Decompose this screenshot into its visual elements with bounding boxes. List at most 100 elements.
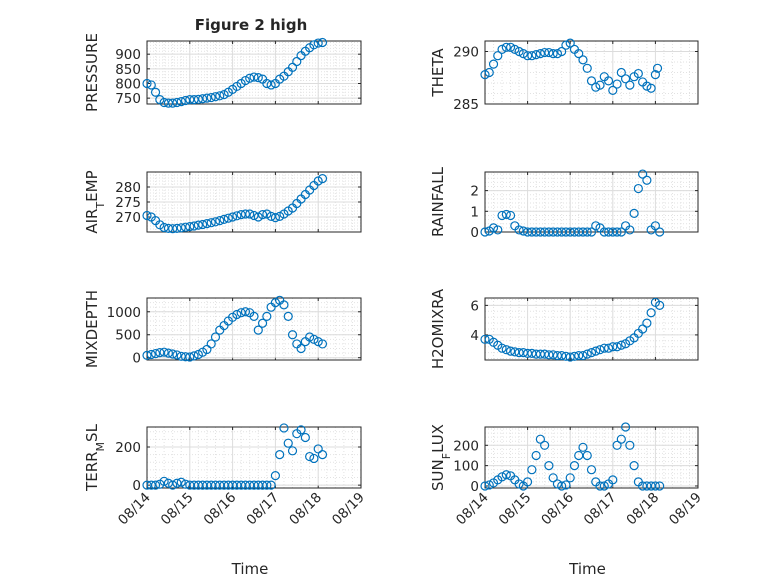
data-point bbox=[493, 51, 503, 61]
data-point bbox=[249, 72, 259, 82]
data-point bbox=[616, 340, 626, 350]
data-point bbox=[620, 422, 631, 432]
data-point bbox=[185, 222, 195, 232]
axes-box bbox=[146, 40, 362, 105]
data-point bbox=[223, 213, 233, 223]
data-point bbox=[193, 94, 203, 104]
data-point bbox=[232, 211, 242, 221]
data-point bbox=[266, 480, 276, 490]
axes-box bbox=[146, 171, 362, 233]
data-point bbox=[574, 350, 584, 361]
data-point bbox=[582, 227, 592, 237]
data-point bbox=[501, 470, 511, 480]
data-point bbox=[484, 67, 494, 78]
data-point bbox=[531, 50, 541, 60]
y-tick-label: 6 bbox=[470, 298, 479, 314]
data-point bbox=[168, 98, 178, 108]
data-point bbox=[655, 227, 665, 237]
x-axis-label: Time bbox=[568, 560, 606, 578]
data-point bbox=[287, 330, 298, 340]
data-point bbox=[505, 346, 516, 356]
data-point bbox=[586, 227, 597, 237]
data-point bbox=[642, 81, 652, 91]
data-point bbox=[172, 478, 182, 488]
data-point bbox=[313, 337, 323, 347]
data-point bbox=[578, 442, 588, 452]
data-point bbox=[655, 300, 665, 310]
data-point bbox=[514, 225, 524, 235]
data-point bbox=[633, 68, 643, 79]
y-tick-label: 4 bbox=[470, 328, 479, 344]
data-point bbox=[142, 78, 152, 89]
data-point bbox=[505, 42, 516, 52]
data-point bbox=[518, 226, 528, 236]
data-point bbox=[480, 481, 490, 491]
data-point bbox=[595, 481, 605, 491]
data-point bbox=[219, 214, 229, 224]
data-point bbox=[309, 40, 319, 50]
data-point bbox=[180, 95, 191, 106]
data-point bbox=[193, 349, 203, 360]
data-point bbox=[146, 480, 156, 490]
data-point bbox=[480, 334, 490, 344]
y-tick-label: 290 bbox=[453, 45, 479, 61]
data-point bbox=[497, 343, 507, 353]
data-point bbox=[642, 318, 652, 328]
y-tick-label: 280 bbox=[115, 180, 141, 196]
data-point bbox=[180, 352, 191, 362]
data-point bbox=[146, 80, 156, 90]
data-point bbox=[257, 318, 268, 328]
data-point bbox=[586, 76, 597, 86]
data-point bbox=[296, 343, 306, 354]
data-point bbox=[655, 481, 665, 491]
data-point bbox=[142, 210, 152, 221]
data-point bbox=[527, 51, 537, 61]
data-point bbox=[240, 307, 251, 317]
data-point bbox=[176, 351, 186, 361]
data-point bbox=[595, 80, 605, 90]
data-point bbox=[176, 97, 186, 107]
data-point bbox=[638, 169, 648, 179]
data-point bbox=[565, 473, 575, 483]
axes-box bbox=[484, 297, 699, 361]
data-point bbox=[168, 480, 178, 490]
data-point bbox=[296, 425, 306, 435]
data-point bbox=[612, 342, 622, 352]
data-point bbox=[232, 309, 242, 320]
data-point bbox=[612, 227, 622, 237]
data-point bbox=[270, 471, 280, 481]
data-point bbox=[501, 42, 511, 52]
data-point bbox=[616, 67, 626, 78]
data-point bbox=[480, 227, 490, 237]
data-point bbox=[168, 224, 178, 234]
data-point bbox=[283, 438, 293, 448]
data-point bbox=[253, 73, 263, 83]
data-point bbox=[501, 209, 511, 220]
y-tick-label: 270 bbox=[115, 210, 141, 226]
data-point bbox=[652, 63, 663, 73]
data-point bbox=[198, 94, 208, 104]
data-point bbox=[501, 345, 511, 355]
subplot-h2omixra: 4 6 H2OMIXRA bbox=[429, 288, 699, 369]
data-point bbox=[591, 82, 601, 92]
data-point bbox=[638, 324, 648, 334]
data-point bbox=[287, 62, 298, 72]
data-point bbox=[275, 450, 285, 460]
y-tick-label: 850 bbox=[115, 62, 141, 78]
data-point bbox=[557, 481, 567, 491]
data-point bbox=[202, 219, 212, 229]
data-point bbox=[206, 218, 216, 228]
data-point bbox=[608, 475, 618, 485]
plot-area bbox=[485, 41, 698, 104]
y-axis-label: THETA bbox=[429, 48, 447, 98]
data-point bbox=[292, 56, 302, 67]
data-point bbox=[565, 38, 575, 48]
data-point bbox=[189, 95, 199, 105]
data-point bbox=[591, 221, 601, 231]
data-point bbox=[309, 334, 319, 344]
data-point bbox=[253, 325, 263, 335]
data-point bbox=[189, 351, 199, 361]
data-point bbox=[198, 219, 208, 230]
